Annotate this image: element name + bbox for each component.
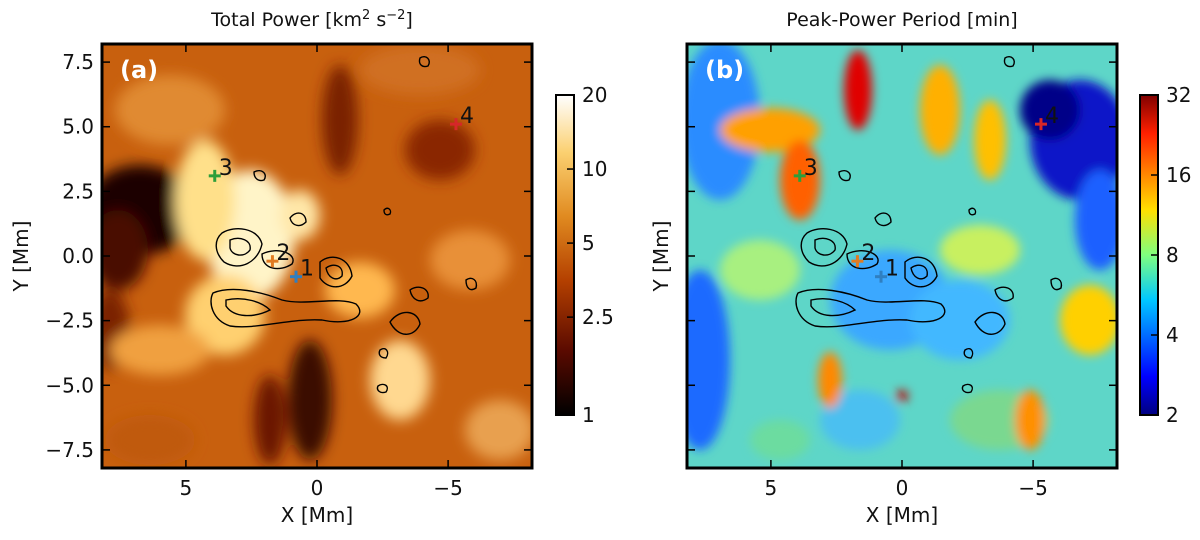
point-4-label: 4	[1045, 104, 1059, 129]
panel-b-contours	[795, 56, 1063, 394]
panel-a-colorbar	[555, 94, 575, 416]
point-1-label: 1	[885, 257, 899, 282]
panel-a: Total Power [km2 s−2]	[9, 8, 614, 527]
y-tick-label: −2.5	[45, 309, 94, 333]
panel-a-contours	[210, 56, 478, 394]
colorbar-tick-label: 20	[582, 83, 607, 107]
y-tick-label: 2.5	[62, 179, 94, 203]
point-1-label: 1	[300, 257, 314, 282]
panel-b-title: Peak-Power Period [min]	[786, 9, 1017, 31]
colorbar-tick-label: 1	[582, 403, 595, 427]
y-tick-label: −7.5	[45, 438, 94, 462]
colorbar-tick-label: 2	[1166, 403, 1179, 427]
point-3-label: 3	[219, 156, 233, 181]
panel-b-points: 12 3 4	[793, 104, 1059, 283]
panel-b-label: (b)	[705, 56, 744, 84]
point-2-label: 2	[276, 241, 290, 266]
x-tick-label: 5	[180, 476, 193, 500]
colorbar-tick-label: 32	[1166, 83, 1191, 107]
x-tick-label: 5	[765, 476, 778, 500]
colorbar-tick-label: 16	[1166, 163, 1191, 187]
panel-b-colorbar-ticks: 2 4 8 16 32	[1151, 83, 1191, 427]
colorbar-tick-label: 4	[1166, 323, 1179, 347]
y-tick-label: 0.0	[62, 244, 94, 268]
panel-a-title: Total Power [km2 s−2]	[210, 8, 413, 31]
colorbar-tick-label: 2.5	[582, 305, 614, 329]
colorbar-tick-label: 8	[1166, 243, 1179, 267]
x-tick-label: 0	[311, 476, 324, 500]
panel-b-axes: 5 0 −5	[687, 44, 1117, 500]
panel-a-label: (a)	[120, 56, 158, 84]
y-tick-label: 7.5	[62, 50, 94, 74]
x-tick-label: −5	[1018, 476, 1047, 500]
point-4-label: 4	[460, 104, 474, 129]
panel-a-ylabel: Y [Mm]	[9, 221, 33, 293]
y-tick-label: −5.0	[45, 373, 94, 397]
panel-b: Peak-Power Period [min]	[649, 9, 1191, 527]
point-2-label: 2	[861, 241, 875, 266]
panel-a-xlabel: X [Mm]	[281, 503, 353, 527]
panel-a-colorbar-ticks: 1 2.5 5 10 20	[567, 83, 614, 427]
point-3-label: 3	[804, 156, 818, 181]
y-tick-label: 5.0	[62, 115, 94, 139]
panel-b-ylabel: Y [Mm]	[649, 221, 673, 293]
panel-b-image	[687, 44, 1117, 468]
x-tick-label: −5	[433, 476, 462, 500]
x-tick-label: 0	[896, 476, 909, 500]
colorbar-tick-label: 5	[582, 231, 595, 255]
panel-a-axes: 5 0 −5 7.5 5.0 2.5 0.0 −2.5 −5.0 −7.5	[45, 44, 532, 500]
panel-a-image	[102, 44, 532, 468]
colorbar-tick-label: 10	[582, 157, 607, 181]
panel-b-xlabel: X [Mm]	[866, 503, 938, 527]
panel-a-points: 12 3 4	[208, 104, 474, 283]
